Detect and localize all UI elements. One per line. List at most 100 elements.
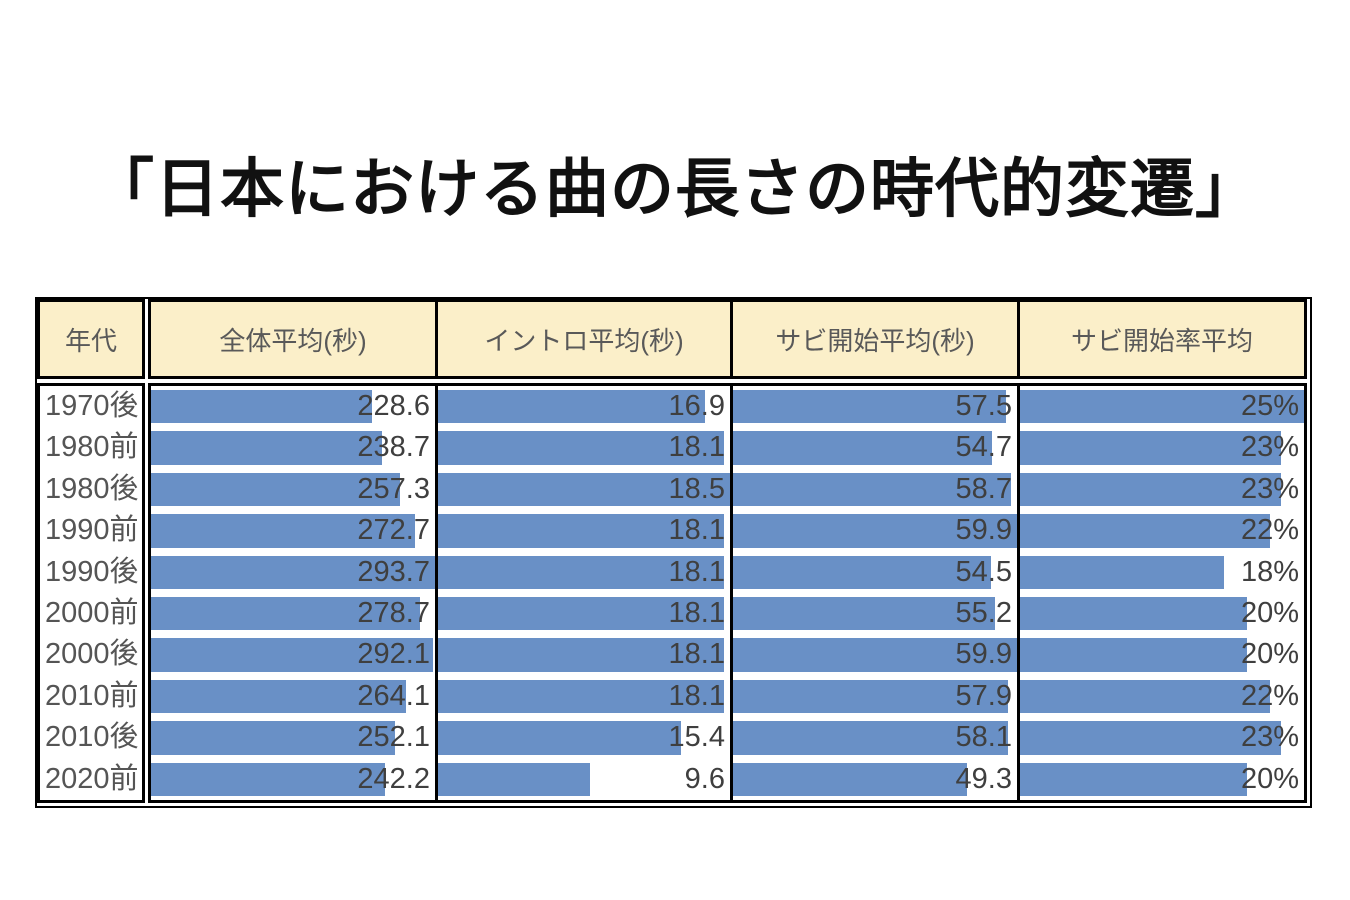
cell-value: 23% xyxy=(1240,431,1299,464)
data-bar-row: 59.9 xyxy=(733,634,1017,675)
cell-value: 257.3 xyxy=(357,472,430,505)
data-bar-row: 23% xyxy=(1020,427,1304,468)
era-label: 1990後 xyxy=(45,555,139,588)
data-bar xyxy=(438,679,724,714)
era-label: 2010後 xyxy=(45,721,139,754)
data-bar-row: 20% xyxy=(1020,634,1304,675)
era-row: 1980前 xyxy=(40,427,142,468)
column-chorus-start-average: サビ開始平均(秒) 57.5 54.7 58.7 59.9 54.5 55.2 59.9 57… xyxy=(730,299,1017,803)
cell-value: 54.5 xyxy=(955,555,1012,588)
cell-value: 238.7 xyxy=(357,431,430,464)
cell-value: 18.1 xyxy=(668,679,725,712)
cell-value: 22% xyxy=(1240,679,1299,712)
data-bar-row: 16.9 xyxy=(438,386,730,427)
data-bar xyxy=(438,721,682,755)
data-bar-row: 18.1 xyxy=(438,510,730,551)
data-bar xyxy=(733,762,967,796)
data-bar xyxy=(733,431,993,465)
data-bar-row: 278.7 xyxy=(151,593,435,634)
column-chorus-start-rate: サビ開始率平均 25% 23% 23% 22% 18% 20% 20% 22% 23% 20% xyxy=(1017,299,1307,803)
data-bar xyxy=(151,555,435,589)
era-row: 2000前 xyxy=(40,593,142,634)
data-bar-row: 292.1 xyxy=(151,634,435,675)
cell-value: 54.7 xyxy=(955,431,1012,464)
data-bar xyxy=(438,431,724,465)
data-bar xyxy=(1020,472,1282,507)
era-row: 2010後 xyxy=(40,717,142,758)
era-label: 1980前 xyxy=(45,431,139,464)
cell-value: 18.1 xyxy=(668,555,725,588)
cell-value: 59.9 xyxy=(955,638,1012,671)
data-bar xyxy=(1020,390,1304,424)
cell-value: 57.9 xyxy=(955,679,1012,712)
data-bar-row: 49.3 xyxy=(733,759,1017,800)
data-bar-row: 252.1 xyxy=(151,717,435,758)
data-bar xyxy=(1020,762,1248,796)
cell-value: 18.1 xyxy=(668,596,725,629)
era-label: 1970後 xyxy=(45,390,139,422)
cell-value: 15.4 xyxy=(668,721,725,754)
era-row: 1990前 xyxy=(40,510,142,551)
data-bar-row: 18% xyxy=(1020,552,1304,593)
data-bar xyxy=(151,431,382,465)
data-bar xyxy=(1020,514,1270,548)
column-header-chorus-start-average: サビ開始平均(秒) xyxy=(730,299,1017,379)
data-bar xyxy=(733,638,1017,672)
cell-value: 20% xyxy=(1240,596,1299,629)
cell-value: 18.5 xyxy=(668,472,725,505)
era-label: 1980後 xyxy=(45,472,139,505)
data-bar xyxy=(1020,596,1248,631)
data-bar xyxy=(151,514,415,548)
era-row: 2020前 xyxy=(40,759,142,800)
cell-value: 18.1 xyxy=(668,638,725,671)
column-gap xyxy=(145,299,148,803)
cell-value: 18.1 xyxy=(668,431,725,464)
data-table: 年代 1970後 1980前 1980後 1990前 1990後 2000前 2000後 20… xyxy=(35,297,1312,808)
data-bar-row: 238.7 xyxy=(151,427,435,468)
cell-value: 278.7 xyxy=(357,596,430,629)
data-bar-row: 242.2 xyxy=(151,759,435,800)
data-bar-row: 264.1 xyxy=(151,676,435,717)
data-bar xyxy=(438,390,705,424)
data-bar-row: 272.7 xyxy=(151,510,435,551)
cell-value: 18.1 xyxy=(668,514,725,547)
data-bar xyxy=(1020,555,1225,589)
data-bar-row: 18.1 xyxy=(438,593,730,634)
data-bar xyxy=(1020,679,1270,714)
data-bar-row: 9.6 xyxy=(438,759,730,800)
column-header-intro-average: イントロ平均(秒) xyxy=(435,299,730,379)
era-label: 2020前 xyxy=(45,762,139,795)
era-row: 2000後 xyxy=(40,634,142,675)
cell-value: 55.2 xyxy=(955,596,1012,629)
cell-value: 18% xyxy=(1240,555,1299,588)
data-bar-row: 257.3 xyxy=(151,469,435,510)
cell-value: 242.2 xyxy=(357,762,430,795)
data-bar xyxy=(151,679,407,714)
table-columns: 年代 1970後 1980前 1980後 1990前 1990後 2000前 2000後 20… xyxy=(37,299,1307,803)
column-era: 年代 1970後 1980前 1980後 1990前 1990後 2000前 2000後 20… xyxy=(37,299,145,803)
era-row: 1970後 xyxy=(40,386,142,427)
data-bar-row: 18.1 xyxy=(438,427,730,468)
data-bar-row: 23% xyxy=(1020,469,1304,510)
era-row: 2010前 xyxy=(40,676,142,717)
data-bar-row: 18.1 xyxy=(438,552,730,593)
cell-value: 59.9 xyxy=(955,514,1012,547)
data-bar-row: 18.5 xyxy=(438,469,730,510)
cell-value: 57.5 xyxy=(955,390,1012,422)
column-body-chorus-start-average: 57.5 54.7 58.7 59.9 54.5 55.2 59.9 57.9 58.1 49.3 xyxy=(730,383,1017,803)
data-bar xyxy=(151,472,400,507)
data-bar xyxy=(438,638,724,672)
data-bar-row: 58.7 xyxy=(733,469,1017,510)
cell-value: 23% xyxy=(1240,721,1299,754)
data-bar-row: 20% xyxy=(1020,759,1304,800)
column-body-overall-average: 228.6 238.7 257.3 272.7 293.7 278.7 292.1 264.1… xyxy=(148,383,435,803)
era-row: 1980後 xyxy=(40,469,142,510)
column-header-chorus-start-rate: サビ開始率平均 xyxy=(1017,299,1307,379)
cell-value: 293.7 xyxy=(357,555,430,588)
data-bar xyxy=(733,679,1008,714)
column-header-overall-average: 全体平均(秒) xyxy=(148,299,435,379)
data-bar xyxy=(733,390,1006,424)
data-bar-row: 54.5 xyxy=(733,552,1017,593)
data-bar-row: 57.9 xyxy=(733,676,1017,717)
